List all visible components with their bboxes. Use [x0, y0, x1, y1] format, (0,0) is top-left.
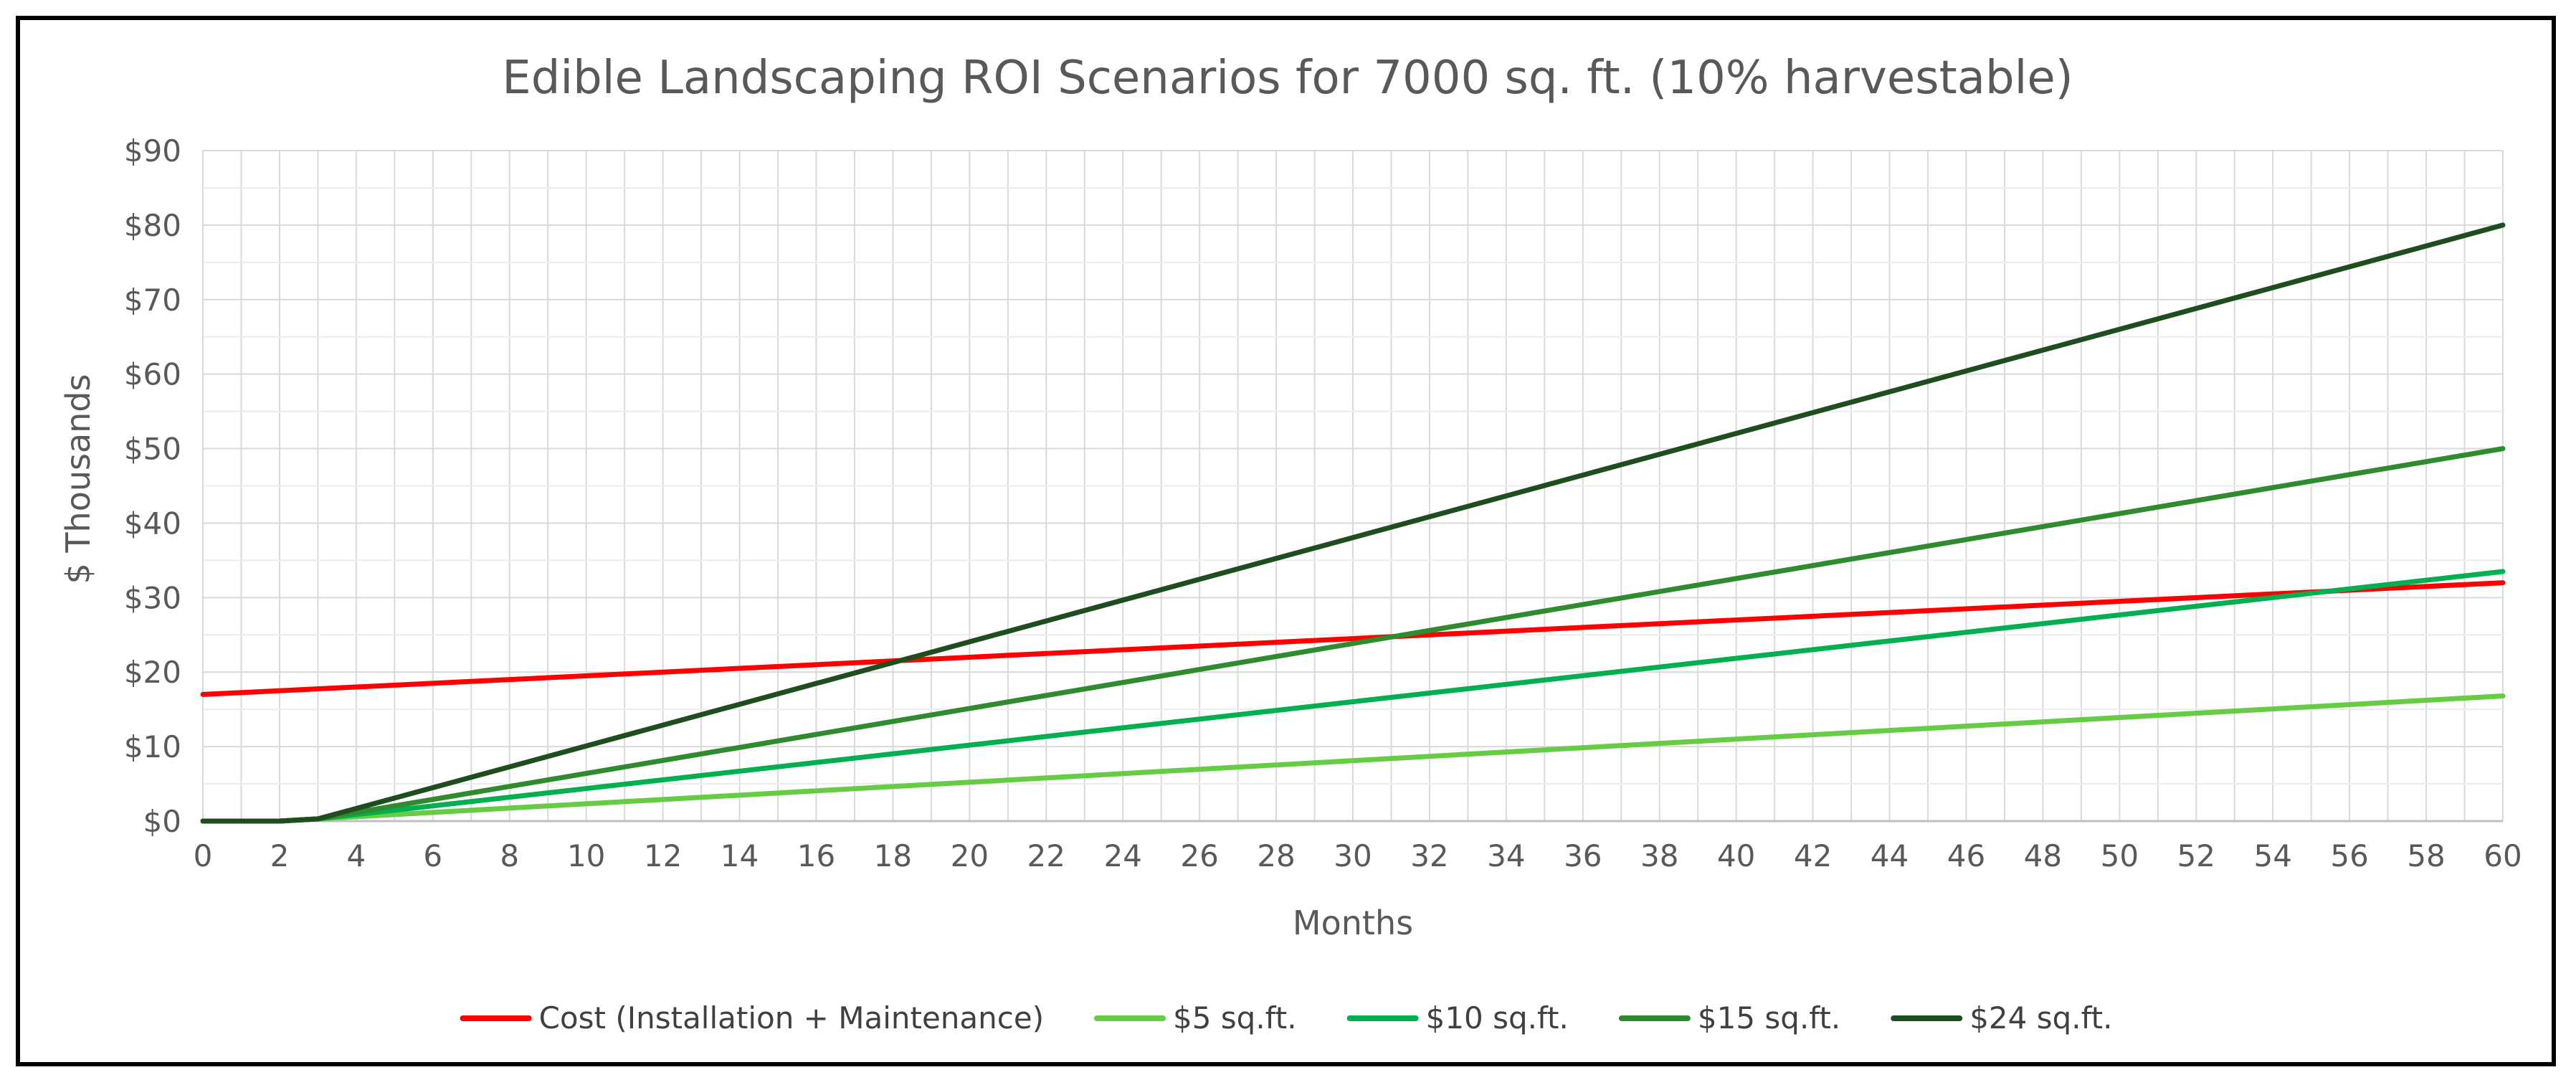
x-tick-label: 6: [423, 838, 442, 873]
legend-item-1: Cost (Installation + Maintenance): [460, 1000, 1044, 1036]
x-tick-label: 52: [2177, 838, 2215, 873]
x-tick-label: 54: [2253, 838, 2291, 873]
series-line-5: [200, 222, 2506, 824]
y-tick-label: $50: [124, 432, 181, 467]
series-lines: [200, 222, 2506, 824]
x-tick-label: 16: [797, 838, 835, 873]
y-tick-label: $10: [124, 729, 181, 764]
x-tick-label: 14: [721, 838, 759, 873]
y-tick-label: $0: [143, 804, 181, 839]
y-tick-label: $60: [124, 357, 181, 392]
x-tick-label: 2: [270, 838, 290, 873]
x-tick-label: 8: [500, 838, 519, 873]
x-tick-label: 34: [1487, 838, 1525, 873]
x-tick-label: 38: [1640, 838, 1678, 873]
x-tick-label: 48: [2024, 838, 2062, 873]
legend-label: $15 sq.ft.: [1698, 1000, 1840, 1036]
legend-label: $5 sq.ft.: [1173, 1000, 1297, 1036]
y-axis-title: $ Thousands: [59, 374, 98, 584]
legend-item-3: $10 sq.ft.: [1346, 1000, 1569, 1036]
y-tick-label: $90: [124, 133, 181, 169]
y-tick-label: $20: [124, 655, 181, 690]
x-tick-label: 22: [1027, 838, 1065, 873]
x-axis-title: Months: [1293, 904, 1413, 942]
x-tick-label: 18: [874, 838, 912, 873]
x-tick-label: 56: [2330, 838, 2368, 873]
x-tick-label: 50: [2101, 838, 2139, 873]
legend: Cost (Installation + Maintenance) $5 sq.f…: [460, 1000, 2112, 1036]
x-axis-tick-labels: 0 2 4 6 8 10 12 14 16 18 20 22 24 26 28 30 32 34 36 38 40 42 4…: [194, 838, 2522, 873]
x-tick-label: 20: [951, 838, 989, 873]
legend-label: $24 sq.ft.: [1969, 1000, 2112, 1036]
x-tick-label: 30: [1334, 838, 1372, 873]
x-tick-label: 0: [194, 838, 213, 873]
x-tick-label: 4: [346, 838, 366, 873]
grid-lines: [202, 150, 2504, 823]
y-tick-label: $80: [124, 208, 181, 243]
x-tick-label: 26: [1180, 838, 1218, 873]
x-tick-label: 46: [1947, 838, 1985, 873]
y-axis-tick-labels: $0 $10 $20 $30 $40 $50 $60 $70 $80 $90: [124, 133, 181, 839]
x-tick-label: 40: [1717, 838, 1755, 873]
x-tick-label: 28: [1257, 838, 1295, 873]
x-tick-label: 44: [1871, 838, 1909, 873]
legend-item-2: $5 sq.ft.: [1094, 1000, 1297, 1036]
y-tick-label: $40: [124, 506, 181, 541]
x-tick-label: 42: [1794, 838, 1832, 873]
legend-item-4: $15 sq.ft.: [1618, 1000, 1840, 1036]
legend-label: Cost (Installation + Maintenance): [539, 1000, 1044, 1036]
chart-frame: [16, 16, 2556, 1066]
y-tick-label: $30: [124, 580, 181, 615]
chart-title: Edible Landscaping ROI Scenarios for 700…: [502, 52, 2073, 105]
x-tick-label: 36: [1564, 838, 1602, 873]
y-tick-label: $70: [124, 283, 181, 318]
x-tick-label: 60: [2484, 838, 2522, 873]
series-line-1: [200, 580, 2506, 697]
legend-item-5: $24 sq.ft.: [1891, 1000, 2112, 1036]
x-tick-label: 58: [2407, 838, 2445, 873]
x-tick-label: 12: [644, 838, 682, 873]
x-tick-label: 32: [1410, 838, 1448, 873]
legend-label: $10 sq.ft.: [1426, 1000, 1569, 1036]
x-tick-label: 10: [567, 838, 605, 873]
x-tick-label: 24: [1103, 838, 1141, 873]
